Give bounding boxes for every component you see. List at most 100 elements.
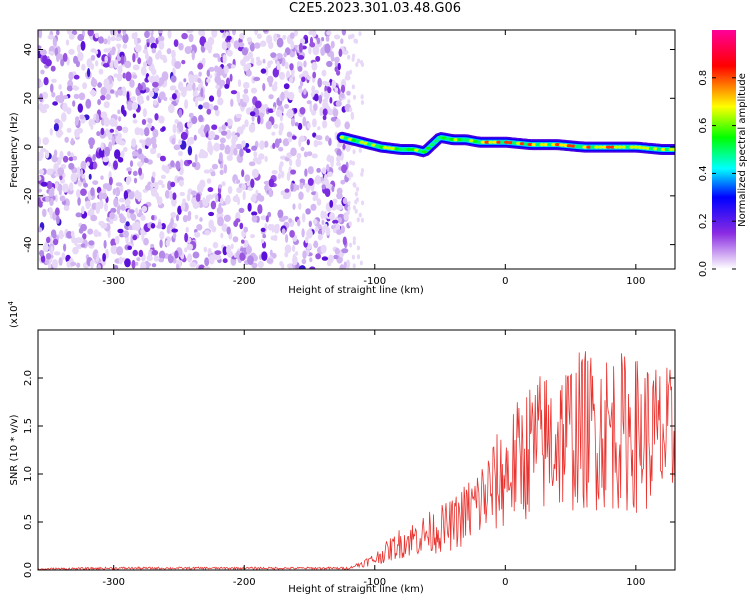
noise-cell [60, 58, 65, 67]
noise-cell [241, 47, 249, 56]
noise-cell [348, 221, 352, 227]
noise-cell [309, 266, 316, 269]
noise-cell [336, 70, 341, 76]
noise-cell [178, 42, 184, 51]
noise-cell [309, 102, 313, 113]
signal-core-cell [480, 140, 486, 144]
noise-cell [307, 177, 314, 186]
noise-cell [261, 251, 268, 261]
noise-cell [154, 113, 159, 121]
noise-cell [151, 249, 159, 256]
noise-cell [317, 37, 320, 45]
noise-cell [280, 91, 285, 102]
noise-cell [285, 234, 289, 243]
noise-cell [101, 192, 108, 200]
noise-cell [45, 59, 52, 67]
noise-cell [178, 179, 184, 187]
noise-cell [120, 204, 126, 211]
noise-cell [244, 143, 250, 148]
noise-cell [162, 165, 170, 173]
noise-cell [159, 239, 163, 249]
noise-cell [204, 257, 210, 267]
noise-cell [349, 160, 353, 165]
noise-cell [248, 161, 256, 167]
noise-cell [265, 215, 269, 223]
noise-cell [75, 116, 80, 123]
noise-cell [209, 103, 214, 112]
noise-cell [353, 182, 357, 188]
noise-cell [293, 108, 298, 114]
noise-cell [271, 170, 278, 175]
noise-cell [295, 251, 299, 256]
noise-cell [153, 86, 159, 93]
noise-cell [271, 223, 275, 233]
noise-cell [146, 95, 150, 101]
noise-cell [157, 35, 165, 43]
noise-cell [260, 215, 267, 221]
noise-cell [116, 43, 122, 48]
signal-core-cell [370, 143, 377, 147]
noise-cell [104, 146, 111, 157]
noise-cell [158, 115, 165, 124]
noise-cell [271, 84, 278, 92]
noise-cell [131, 259, 136, 269]
noise-cell [220, 79, 226, 87]
noise-cell [88, 173, 92, 180]
noise-cell [321, 256, 329, 261]
noise-cell [305, 208, 311, 215]
noise-cell [137, 161, 143, 168]
noise-cell [239, 222, 244, 230]
noise-cell [287, 137, 293, 143]
noise-cell [339, 264, 345, 269]
noise-cell [38, 175, 42, 181]
noise-cell [276, 60, 280, 71]
noise-cell [230, 98, 234, 107]
noise-cell [284, 104, 289, 109]
noise-cell [114, 235, 120, 245]
noise-cell [350, 172, 354, 178]
noise-cell [62, 52, 68, 62]
noise-cell [143, 157, 149, 164]
noise-cell [291, 135, 297, 140]
noise-cell [210, 171, 216, 177]
noise-cell [296, 184, 300, 191]
noise-cell [239, 252, 246, 261]
signal-core-cell [652, 147, 659, 151]
signal-core-cell [590, 145, 596, 149]
noise-cell [153, 255, 160, 262]
noise-cell [244, 119, 249, 128]
x-tick-label: 0 [502, 577, 508, 588]
noise-cell [198, 30, 203, 36]
noise-cell [92, 154, 96, 162]
noise-cell [327, 254, 334, 264]
noise-cell [292, 260, 298, 266]
noise-cell [217, 97, 224, 106]
noise-cell [56, 54, 60, 63]
noise-cell [80, 188, 87, 196]
noise-cell [226, 226, 231, 235]
noise-cell [47, 34, 55, 40]
noise-cell [341, 248, 349, 254]
spectrogram-xlabel: Height of straight line (km) [288, 285, 424, 296]
noise-cell [230, 64, 236, 69]
signal-core-cell [488, 140, 494, 144]
colorbar [712, 30, 736, 269]
signal-core-cell [543, 143, 549, 147]
noise-cell [214, 108, 220, 117]
noise-cell [330, 116, 337, 122]
noise-cell [278, 146, 284, 152]
signal-core-cell [464, 138, 471, 142]
noise-cell [352, 263, 356, 269]
noise-cell [150, 136, 157, 145]
noise-cell [40, 69, 45, 75]
noise-cell [269, 249, 273, 257]
noise-cell [312, 118, 317, 128]
noise-cell [116, 125, 123, 131]
noise-cell [147, 250, 151, 261]
signal-core-cell [511, 141, 517, 145]
noise-cell [126, 167, 132, 172]
noise-cell [72, 85, 78, 90]
noise-cell [97, 82, 102, 88]
noise-cell [68, 48, 75, 56]
noise-cell [354, 199, 358, 205]
